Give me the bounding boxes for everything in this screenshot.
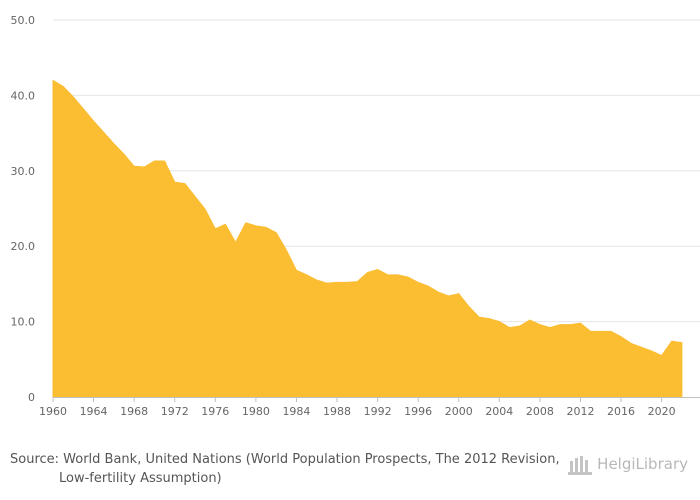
x-tick-label: 1992: [364, 405, 392, 418]
x-tick-label: 1996: [404, 405, 432, 418]
area-series[interactable]: [53, 80, 682, 397]
brand-logo[interactable]: HelgiLibrary: [567, 452, 688, 476]
chart: 1960 1964 1968 1972 1976 1980 1984 1988 1992 1996…: [0, 0, 700, 440]
y-tick-label: 10.0: [11, 316, 36, 329]
x-tick-label: 1964: [80, 405, 108, 418]
brand-name: HelgiLibrary: [597, 455, 688, 473]
x-axis-ticks: 1960 1964 1968 1972 1976 1980 1984 1988 1992 1996…: [39, 397, 676, 418]
y-tick-label: 20.0: [11, 240, 36, 253]
x-tick-label: 2016: [607, 405, 635, 418]
y-axis-ticks: 0 10.0 20.0 30.0 40.0 50.0: [11, 14, 36, 404]
x-tick-label: 1976: [201, 405, 229, 418]
source-note: Source: World Bank, United Nations (Worl…: [10, 450, 579, 488]
x-tick-label: 1968: [120, 405, 148, 418]
x-tick-label: 2000: [445, 405, 473, 418]
footer: Source: World Bank, United Nations (Worl…: [0, 440, 700, 500]
y-tick-label: 50.0: [11, 14, 36, 27]
x-tick-label: 1980: [242, 405, 270, 418]
x-tick-label: 2008: [526, 405, 554, 418]
y-tick-label: 30.0: [11, 165, 36, 178]
y-tick-label: 0: [28, 391, 35, 404]
library-icon: [567, 452, 593, 476]
x-tick-label: 2004: [485, 405, 513, 418]
x-tick-label: 2012: [566, 405, 594, 418]
y-tick-label: 40.0: [11, 89, 36, 102]
x-tick-label: 2020: [648, 405, 676, 418]
x-tick-label: 1988: [323, 405, 351, 418]
x-tick-label: 1960: [39, 405, 67, 418]
x-tick-label: 1972: [161, 405, 189, 418]
x-tick-label: 1984: [282, 405, 310, 418]
